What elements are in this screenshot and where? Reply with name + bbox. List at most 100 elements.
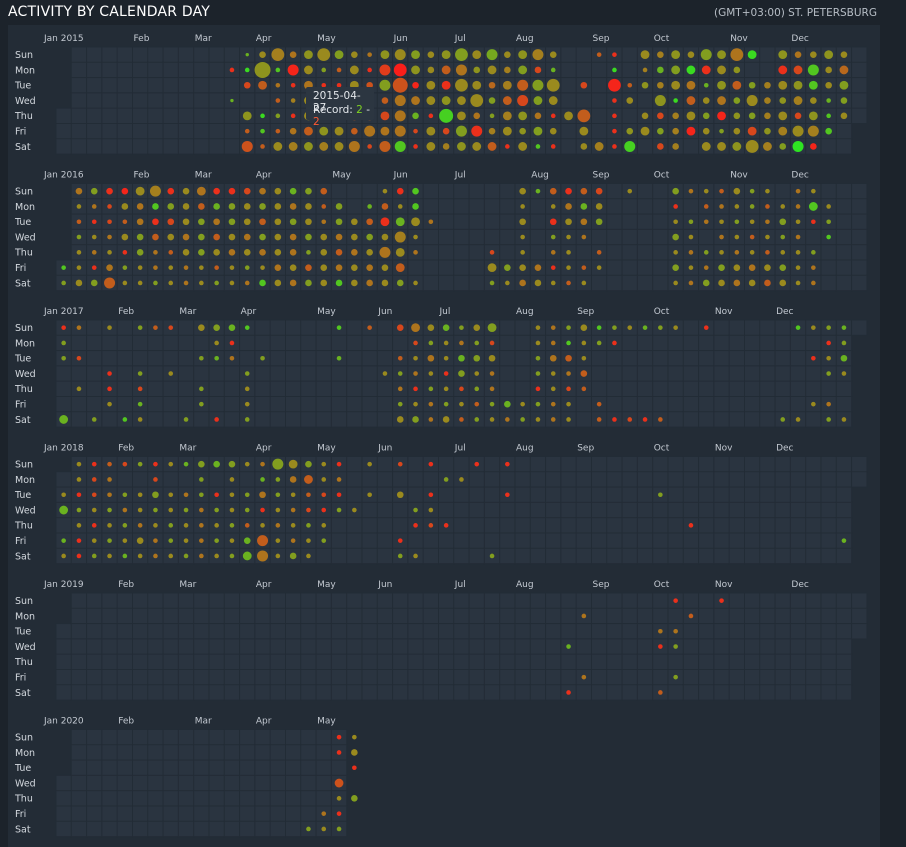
- day-cell: [239, 759, 256, 776]
- activity-dot: [182, 203, 190, 210]
- activity-dot: [657, 127, 664, 135]
- day-cell: [392, 334, 409, 352]
- activity-dot: [566, 371, 571, 376]
- activity-dot: [411, 323, 420, 333]
- activity-dot: [595, 187, 603, 195]
- activity-dot: [457, 142, 466, 151]
- activity-dot: [811, 188, 816, 194]
- day-cell: [636, 592, 654, 609]
- day-cell: [591, 532, 608, 549]
- activity-dot: [826, 371, 831, 376]
- activity-dot: [76, 461, 82, 467]
- activity-dot: [504, 264, 511, 271]
- activity-dot: [672, 112, 679, 120]
- day-cell: [529, 607, 547, 625]
- day-cell: [239, 350, 256, 367]
- activity-dot: [459, 340, 464, 346]
- day-cell: [621, 334, 638, 352]
- day-cell: [805, 684, 822, 701]
- activity-dot: [199, 492, 204, 498]
- day-cell: [285, 365, 302, 382]
- day-cell: [208, 759, 225, 776]
- activity-dot: [306, 507, 311, 513]
- day-cell: [193, 805, 210, 822]
- weekday-label: Fri: [15, 127, 26, 138]
- activity-dot: [487, 263, 497, 273]
- activity-dot: [550, 401, 556, 407]
- day-cell: [591, 638, 608, 655]
- day-cell: [193, 729, 210, 746]
- day-cell: [132, 107, 149, 124]
- activity-dot: [688, 280, 694, 286]
- activity-dot: [304, 50, 313, 60]
- day-cell: [621, 380, 638, 397]
- activity-dot: [489, 250, 495, 255]
- day-cell: [116, 820, 133, 838]
- day-cell: [820, 138, 837, 155]
- day-cell: [177, 805, 195, 822]
- activity-dot: [106, 187, 113, 195]
- activity-dot: [275, 538, 281, 543]
- day-cell: [499, 653, 516, 670]
- activity-dot: [549, 51, 557, 58]
- day-cell: [132, 790, 149, 807]
- activity-dot: [244, 461, 250, 467]
- activity-dot: [488, 127, 496, 135]
- day-cell: [621, 244, 638, 261]
- day-cell: [698, 623, 715, 640]
- activity-dot: [76, 265, 82, 270]
- day-cell: [468, 213, 485, 230]
- day-cell: [652, 471, 669, 488]
- day-cell: [774, 380, 791, 397]
- activity-dot: [443, 386, 449, 392]
- day-cell: [101, 607, 118, 625]
- day-cell: [177, 123, 195, 140]
- activity-dot: [703, 188, 709, 194]
- day-cell: [483, 198, 501, 215]
- activity-dot: [594, 142, 604, 151]
- day-cell: [208, 138, 225, 155]
- activity-dot: [183, 507, 189, 513]
- activity-dot: [167, 187, 175, 195]
- month-label: Jan 2017: [43, 307, 84, 317]
- day-cell: [698, 486, 715, 503]
- activity-dot: [367, 492, 372, 498]
- day-cell: [636, 517, 654, 534]
- activity-dot: [702, 279, 710, 287]
- activity-dot: [596, 250, 602, 255]
- activity-dot: [718, 264, 725, 271]
- day-cell: [591, 77, 608, 94]
- day-cell: [774, 334, 791, 352]
- day-cell: [682, 198, 700, 215]
- day-cell: [560, 123, 577, 140]
- day-cell: [499, 471, 516, 488]
- tooltip-record-sep: -: [366, 104, 370, 116]
- day-cell: [269, 638, 286, 655]
- day-cell: [759, 396, 776, 413]
- day-cell: [606, 471, 623, 488]
- activity-dot: [673, 204, 678, 209]
- day-cell: [713, 396, 730, 413]
- day-cell: [529, 244, 547, 261]
- activity-dot: [76, 538, 82, 543]
- month-label: Nov: [715, 307, 733, 317]
- day-cell: [239, 774, 256, 792]
- activity-dot: [778, 50, 788, 60]
- day-cell: [774, 396, 791, 413]
- activity-dot: [335, 249, 343, 256]
- activity-dot: [427, 324, 435, 331]
- day-cell: [667, 380, 684, 397]
- day-cell: [208, 92, 225, 109]
- activity-dot: [488, 81, 496, 89]
- day-cell: [606, 501, 623, 519]
- activity-dot: [380, 126, 390, 136]
- day-cell: [453, 669, 470, 686]
- activity-dot: [336, 507, 342, 513]
- activity-dot: [394, 110, 406, 122]
- activity-dot: [76, 386, 82, 392]
- activity-dot: [153, 553, 158, 559]
- activity-dot: [779, 279, 787, 287]
- activity-dot: [826, 355, 831, 361]
- activity-dot: [810, 143, 817, 150]
- day-cell: [422, 274, 439, 292]
